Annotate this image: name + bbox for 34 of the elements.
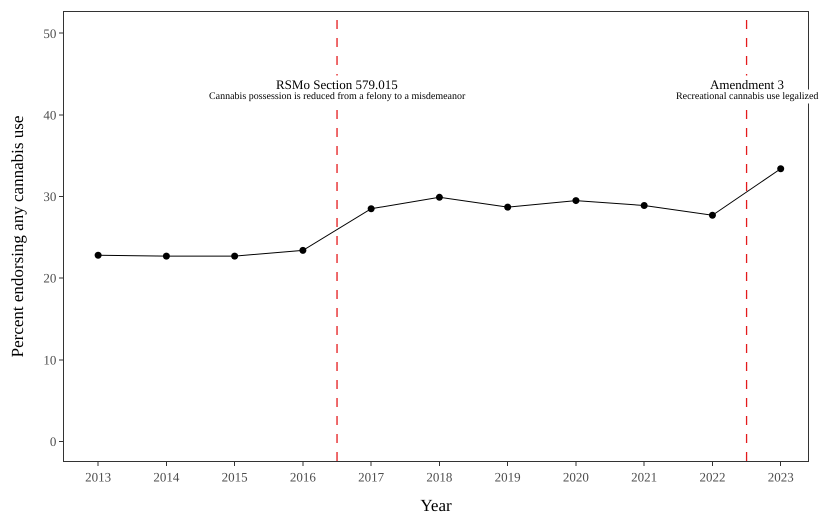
x-tick-label: 2022 <box>699 470 726 485</box>
y-tick-label: 40 <box>43 107 56 122</box>
x-axis-title: Year <box>420 496 452 515</box>
x-tick-label: 2015 <box>222 470 248 485</box>
y-tick-label: 20 <box>43 270 56 286</box>
point <box>231 252 238 260</box>
x-tick-label: 2014 <box>153 470 180 485</box>
x-tick-label: 2018 <box>426 470 452 485</box>
x-tick-label: 2013 <box>85 470 112 485</box>
x-tick-label: 2023 <box>768 470 794 485</box>
x-tick-label: 2016 <box>290 470 316 485</box>
point <box>708 212 716 219</box>
y-tick-label: 30 <box>43 189 56 204</box>
ref-line-label: RSMo Section 579.015 <box>276 77 398 92</box>
point <box>436 194 443 201</box>
point <box>162 252 170 260</box>
point <box>777 165 784 172</box>
x-tick-label: 2020 <box>562 470 589 485</box>
y-tick-label: 0 <box>50 434 56 449</box>
annotation: Cannabis possession is reduced from a felony to a misdemeanor <box>209 91 466 102</box>
y-tick-label: 10 <box>43 352 56 368</box>
point <box>572 197 580 204</box>
point <box>640 202 648 209</box>
point <box>368 205 375 212</box>
ref-line-label: Amendment 3 <box>710 77 784 92</box>
x-tick-label: 2021 <box>631 470 658 485</box>
annotation: Recreational cannabis use legalized <box>676 91 818 102</box>
point <box>94 252 102 259</box>
point <box>504 204 512 211</box>
y-axis-title: Percent endorsing any cannabis use <box>8 116 27 358</box>
point <box>299 246 306 254</box>
y-tick-label: 50 <box>43 26 56 41</box>
x-tick-label: 2017 <box>358 470 385 485</box>
x-tick-label: 2019 <box>494 470 521 485</box>
